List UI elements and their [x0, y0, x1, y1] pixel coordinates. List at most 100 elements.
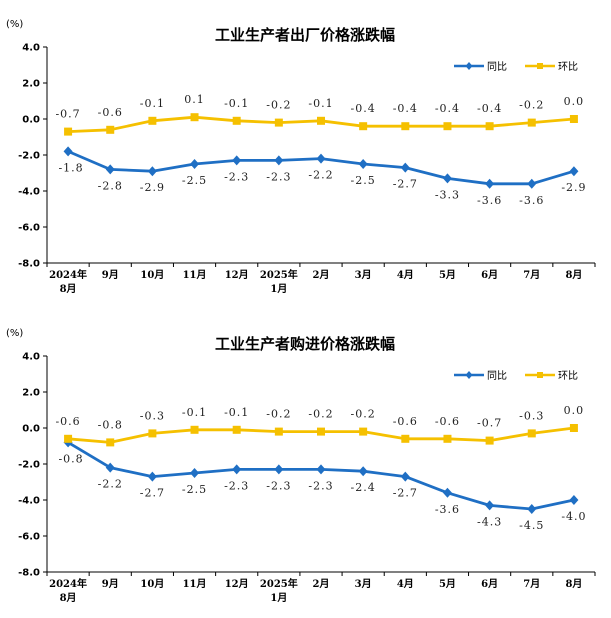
- data-point-yoy: [190, 468, 200, 478]
- x-tick-label: 2025年: [260, 577, 298, 590]
- data-label-yoy: -2.4: [351, 481, 376, 494]
- data-label-yoy: -2.2: [98, 478, 123, 491]
- data-point-mom: [527, 118, 536, 127]
- data-point-yoy: [442, 487, 452, 498]
- data-label-yoy: -2.2: [308, 169, 333, 182]
- legend-label-yoy: 同比: [487, 370, 507, 382]
- data-label-mom: -0.8: [98, 418, 123, 431]
- data-point-mom: [401, 122, 410, 131]
- data-point-mom: [232, 116, 241, 125]
- data-label-mom: -0.7: [477, 417, 502, 430]
- data-label-mom: -0.6: [98, 106, 123, 119]
- x-tick-label: 8月: [60, 592, 77, 604]
- legend-marker-mom: [537, 63, 543, 69]
- data-label-yoy: -2.3: [308, 479, 333, 492]
- data-point-yoy: [316, 153, 326, 164]
- data-point-yoy: [147, 166, 157, 177]
- data-point-mom: [232, 425, 241, 434]
- x-tick-label: 7月: [523, 578, 540, 590]
- data-label-mom: -0.2: [351, 408, 376, 421]
- data-label-yoy: -2.5: [182, 174, 207, 187]
- data-label-mom: -0.7: [55, 108, 80, 121]
- x-tick-label: 4月: [397, 578, 414, 590]
- data-label-mom: -0.1: [308, 97, 333, 110]
- data-label-yoy: -3.6: [477, 194, 502, 207]
- y-tick-label: -6.0: [18, 223, 40, 234]
- data-point-mom: [317, 427, 325, 436]
- data-label-mom: -0.2: [308, 408, 333, 421]
- y-tick-label: -4.0: [18, 187, 40, 198]
- purchase-price-chart-svg: 工业生产者购进价格涨跌幅 (%) 4.0 2.0 0.0 -2.0 -4.0 -6.0 -8.0…: [6, 328, 596, 604]
- data-point-mom: [401, 434, 410, 443]
- data-point-yoy: [147, 471, 157, 482]
- data-point-yoy: [527, 178, 537, 189]
- data-label-yoy: -2.7: [393, 178, 418, 191]
- data-point-yoy: [232, 464, 242, 475]
- data-label-mom: -0.2: [266, 99, 291, 112]
- data-point-mom: [485, 436, 494, 445]
- data-point-yoy: [232, 155, 242, 166]
- data-label-mom: -0.1: [140, 97, 165, 110]
- data-label-yoy: -2.5: [351, 174, 376, 187]
- data-point-yoy: [358, 466, 368, 477]
- data-label-mom: -0.4: [435, 102, 460, 115]
- data-label-mom: -0.2: [266, 408, 291, 421]
- x-tick-label: 7月: [523, 269, 540, 281]
- y-tick-label: -8.0: [18, 568, 40, 579]
- output-price-chart-svg: 工业生产者出厂价格涨跌幅 (%) 4.0 2.0 0.0 -2.0 -4.0 -6.0 -8.0…: [6, 19, 596, 295]
- data-point-mom: [485, 122, 494, 131]
- data-label-yoy: -4.5: [519, 519, 544, 532]
- data-label-yoy: -4.3: [477, 515, 502, 528]
- chart-title: 工业生产者购进价格涨跌幅: [215, 335, 395, 353]
- data-point-yoy: [105, 462, 115, 473]
- x-tick-label: 11月: [183, 578, 207, 590]
- data-label-mom: -0.2: [519, 99, 544, 112]
- data-label-mom: -0.3: [519, 409, 544, 422]
- data-point-mom: [359, 427, 368, 436]
- y-axis-unit: (%): [6, 328, 23, 339]
- data-point-mom: [64, 434, 73, 443]
- x-tick-label: 1月: [270, 592, 287, 604]
- data-label-mom: -0.1: [224, 97, 249, 110]
- x-tick-label: 3月: [355, 578, 372, 590]
- data-point-yoy: [105, 164, 115, 175]
- data-label-yoy: -2.8: [98, 179, 123, 192]
- x-tick-label: 2024年: [49, 268, 87, 281]
- data-label-yoy: -4.0: [561, 510, 586, 523]
- data-label-yoy: -2.7: [140, 487, 165, 500]
- y-tick-label: -2.0: [18, 151, 40, 162]
- data-point-mom: [359, 122, 368, 131]
- chart-title: 工业生产者出厂价格涨跌幅: [215, 26, 395, 44]
- data-label-yoy: -1.8: [58, 161, 83, 174]
- x-tick-label: 2月: [313, 578, 330, 590]
- legend-marker-mom: [537, 372, 543, 378]
- x-tick-label: 6月: [481, 578, 498, 590]
- data-point-mom: [106, 438, 115, 447]
- x-tick-label: 9月: [102, 578, 119, 590]
- data-point-mom: [443, 122, 452, 131]
- y-tick-label: -6.0: [18, 532, 40, 543]
- data-label-yoy: -2.9: [140, 181, 165, 194]
- data-point-yoy: [63, 146, 73, 157]
- data-label-yoy: -2.3: [266, 479, 291, 492]
- data-point-yoy: [485, 500, 495, 511]
- data-label-mom: 0.0: [564, 404, 585, 417]
- x-tick-label: 2025年: [260, 268, 298, 281]
- x-tick-label: 5月: [439, 578, 456, 590]
- data-label-yoy: -0.8: [58, 452, 83, 465]
- y-tick-label: 2.0: [22, 79, 40, 90]
- data-point-yoy: [569, 495, 579, 505]
- data-point-yoy: [274, 464, 284, 475]
- legend-marker-yoy: [465, 62, 473, 70]
- data-point-yoy: [569, 166, 579, 177]
- data-point-mom: [64, 127, 73, 136]
- x-tick-label: 11月: [183, 269, 207, 281]
- x-tick-label: 5月: [439, 269, 456, 281]
- x-tick-label: 12月: [225, 269, 249, 281]
- data-point-mom: [148, 116, 157, 125]
- data-point-mom: [443, 434, 452, 443]
- x-tick-label: 12月: [225, 578, 249, 590]
- x-tick-label: 3月: [355, 269, 372, 281]
- y-tick-label: 0.0: [22, 115, 40, 126]
- x-tick-label: 8月: [565, 269, 582, 281]
